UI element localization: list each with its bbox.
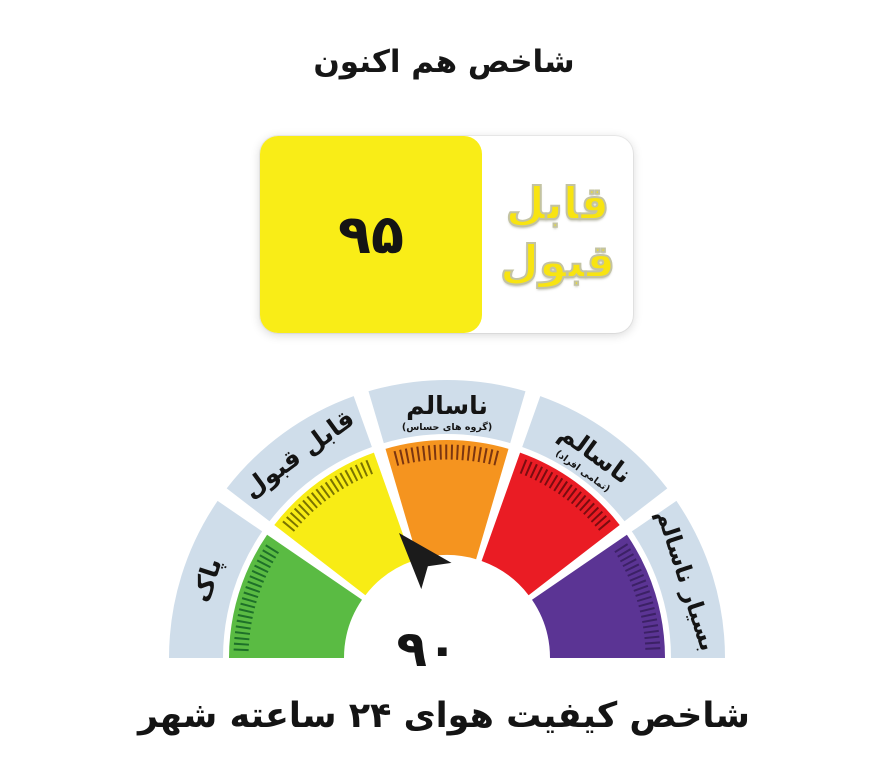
- footer-title: شاخص کیفیت هوای ۲۴ ساعته شهر: [138, 696, 750, 736]
- label-unhealthy-sensitive: ناسالم (گروه های حساس): [402, 391, 492, 433]
- category-word-2: قبول: [499, 234, 616, 288]
- ring-sector-clean: [169, 500, 263, 658]
- ticks-acceptable: [282, 459, 375, 532]
- gauge-needle: [399, 533, 452, 590]
- wedge-very-unhealthy: [532, 534, 665, 658]
- ring-sector-unhealthy-all: [522, 396, 668, 522]
- wedge-clean: [229, 534, 362, 658]
- ring-sector-unhealthy-sensitive: [368, 379, 526, 444]
- wedge-unhealthy-all: [481, 452, 620, 596]
- wedge-unhealthy-sensitive: [385, 440, 509, 560]
- wedge-acceptable: [274, 452, 413, 596]
- page-title: شاخص هم اکنون: [313, 44, 575, 80]
- current-index-value-box: ۹۵: [260, 136, 482, 333]
- gauge-center-value: ۹۰: [396, 620, 457, 678]
- gauge-wedges: [229, 440, 665, 658]
- current-index-value: ۹۵: [338, 203, 404, 266]
- needle-arrow-icon: [399, 533, 452, 590]
- aqi-gauge-svg: پاک قابل قبول ناسالم (گروه های حساس) ناس…: [169, 379, 725, 678]
- ticks-unhealthy-sensitive: [393, 444, 501, 466]
- ring-sector-acceptable: [226, 396, 372, 522]
- current-index-category: قابل قبول: [482, 136, 633, 333]
- ticks-unhealthy-all: [519, 459, 612, 532]
- current-index-card: ۹۵ قابل قبول: [260, 136, 633, 333]
- label-unhealthy-sensitive-text: ناسالم: [406, 391, 488, 420]
- gauge-outer-ring: [169, 379, 725, 658]
- category-word-1: قابل: [505, 177, 610, 231]
- ring-sector-very-unhealthy: [631, 500, 725, 658]
- aqi-gauge: پاک قابل قبول ناسالم (گروه های حساس) ناس…: [127, 358, 767, 678]
- gauge-tick-bands: [233, 444, 661, 652]
- label-unhealthy-sensitive-subtext: (گروه های حساس): [402, 421, 492, 433]
